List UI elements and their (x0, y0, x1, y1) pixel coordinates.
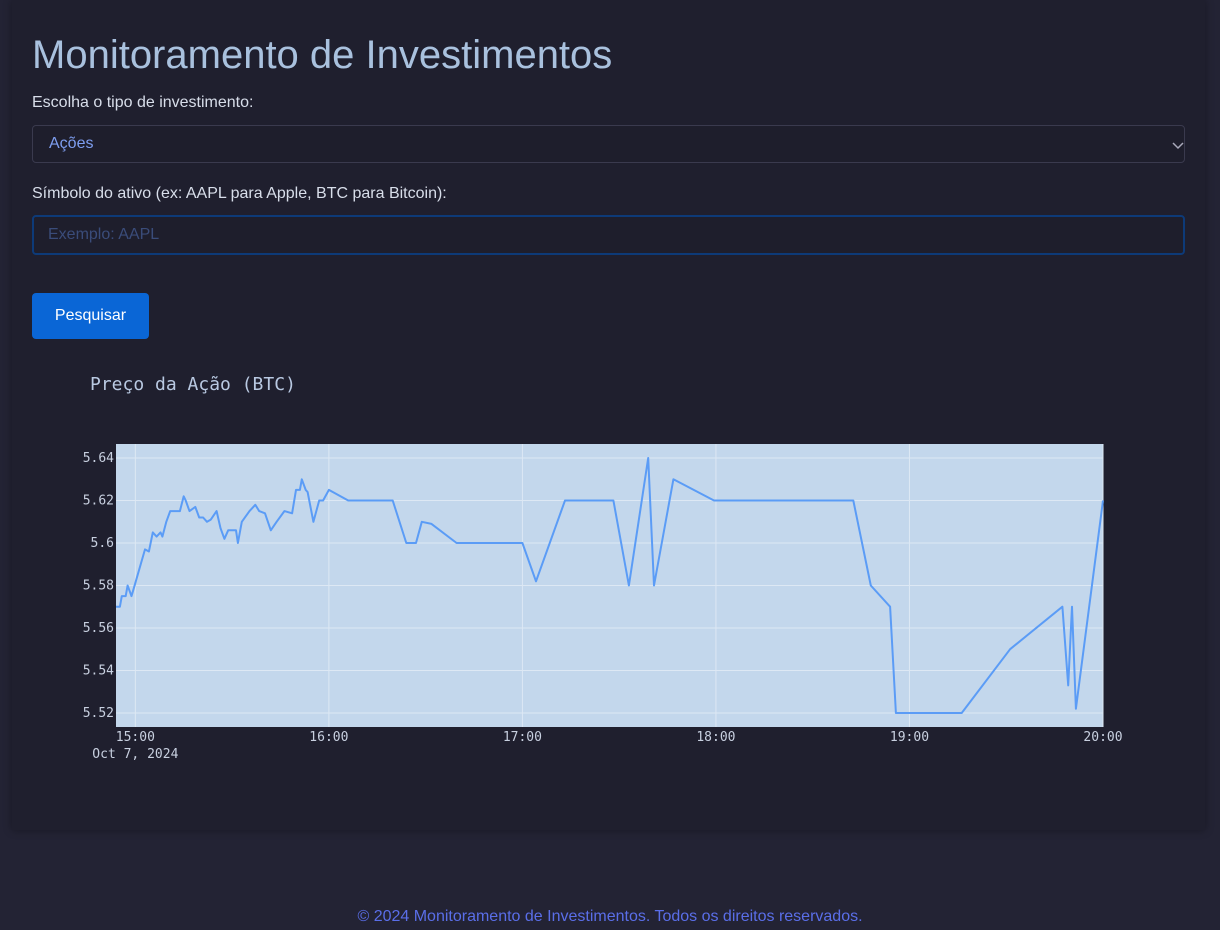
symbol-input[interactable]: Exemplo: AAPL (32, 215, 1185, 255)
page-title: Monitoramento de Investimentos (32, 33, 613, 77)
y-tick-label: 5.56 (83, 621, 114, 636)
x-tick-label: 20:00 (1083, 730, 1122, 745)
x-date-label: Oct 7, 2024 (92, 747, 178, 762)
x-tick-label: 18:00 (696, 730, 735, 745)
select-chevron (1172, 142, 1184, 150)
chart-title: Preço da Ação (BTC) (90, 374, 296, 395)
footer: © 2024 Monitoramento de Investimentos. T… (357, 908, 863, 925)
y-tick-label: 5.54 (83, 663, 114, 678)
price-chart: Preço da Ação (BTC) 5.52 5.54 5.56 5.58 5.6 5… (83, 374, 1123, 762)
y-tick-label: 5.64 (83, 451, 114, 466)
y-tick-label: 5.6 (91, 536, 114, 551)
price-line (116, 457, 1104, 714)
type-select[interactable]: Ações (32, 125, 1185, 163)
y-tick-label: 5.58 (83, 579, 114, 594)
search-button[interactable]: Pesquisar (32, 293, 149, 339)
y-tick-label: 5.62 (83, 494, 114, 509)
x-tick-label: 16:00 (309, 730, 348, 745)
symbol-label: Símbolo do ativo (ex: AAPL para Apple, B… (32, 185, 447, 202)
x-tick-label: 19:00 (890, 730, 929, 745)
x-tick-label: 17:00 (503, 730, 542, 745)
type-label: Escolha o tipo de investimento: (32, 94, 254, 111)
x-tick-label: 15:00 (116, 730, 155, 745)
y-tick-label: 5.52 (83, 706, 114, 721)
